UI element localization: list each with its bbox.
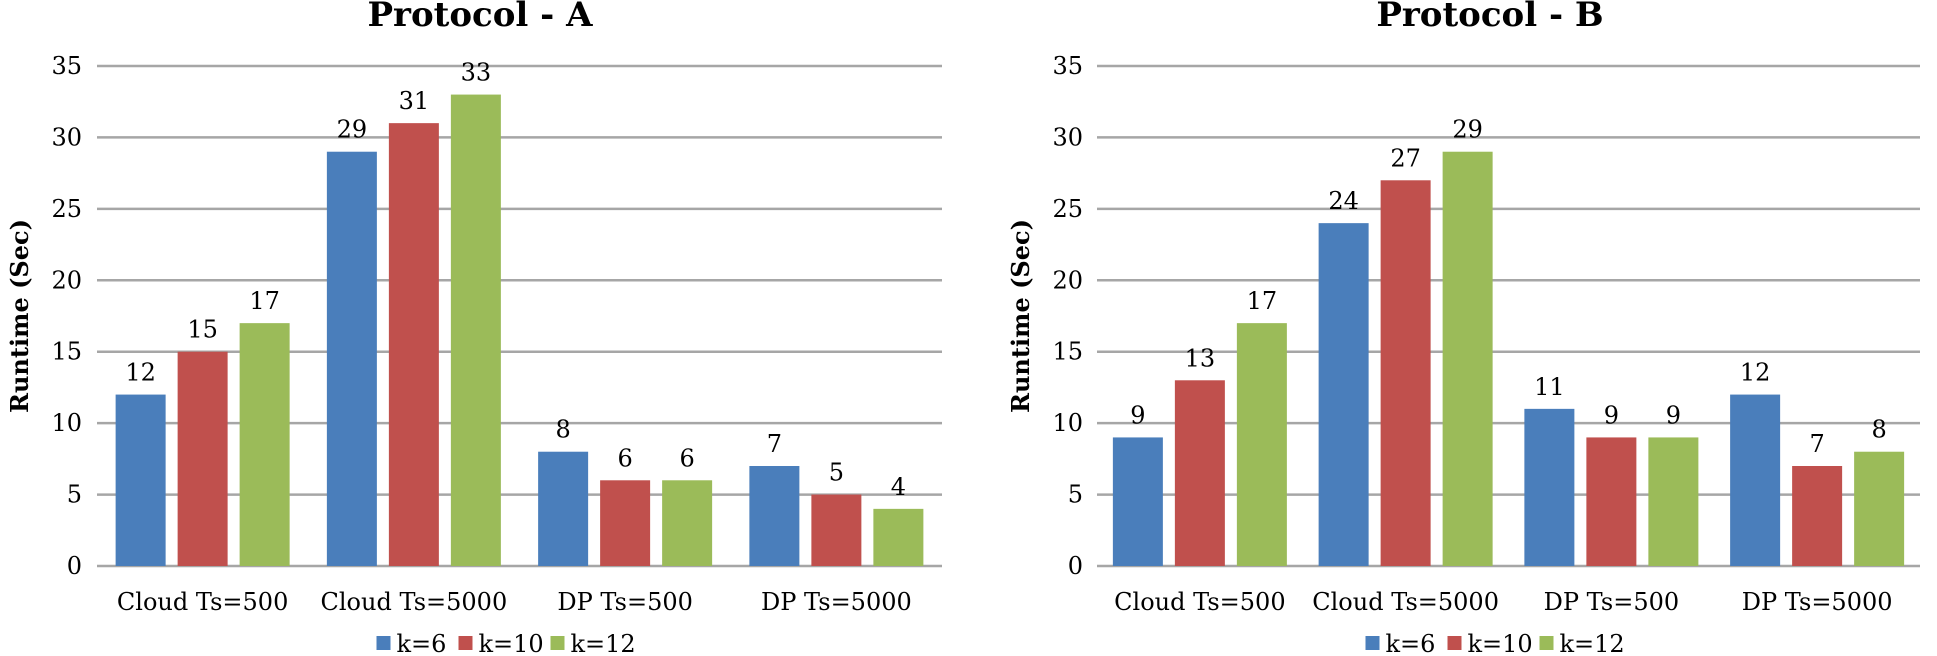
- legend-label: k=6: [1386, 630, 1436, 656]
- legend-swatch: [1365, 636, 1380, 650]
- legend-swatch: [550, 636, 565, 650]
- y-tick-label: 20: [1052, 266, 1083, 294]
- bar: [1586, 437, 1637, 566]
- x-tick-label: Cloud Ts=5000: [1312, 588, 1499, 616]
- legend-label: k=6: [397, 630, 447, 656]
- bar: [600, 480, 651, 566]
- bar: [1730, 394, 1781, 566]
- data-label: 27: [1390, 144, 1421, 172]
- data-label: 12: [1740, 359, 1771, 387]
- bar: [1442, 151, 1493, 566]
- bar: [749, 466, 800, 566]
- bar: [239, 323, 290, 566]
- data-label: 4: [891, 473, 906, 501]
- data-label: 31: [399, 87, 430, 115]
- y-tick-label: 0: [1068, 552, 1083, 580]
- x-tick-label: Cloud Ts=500: [117, 588, 288, 616]
- data-label: 24: [1328, 187, 1359, 215]
- y-tick-label: 0: [67, 552, 82, 580]
- legend-label: k=10: [1468, 630, 1533, 656]
- x-tick-label: DP Ts=5000: [1742, 588, 1893, 616]
- bar: [1174, 380, 1225, 566]
- x-tick-label: Cloud Ts=500: [1114, 588, 1285, 616]
- y-tick-label: 30: [51, 123, 82, 151]
- y-tick-label: 10: [1052, 409, 1083, 437]
- y-tick-label: 35: [51, 52, 82, 80]
- legend-swatch: [458, 636, 473, 650]
- data-label: 17: [249, 287, 280, 315]
- data-label: 33: [461, 59, 492, 87]
- bar: [1318, 223, 1369, 566]
- data-label: 11: [1534, 373, 1565, 401]
- data-label: 8: [1871, 416, 1886, 444]
- y-axis-label: Runtime (Sec): [1006, 219, 1035, 413]
- data-label: 8: [555, 416, 570, 444]
- data-label: 29: [337, 116, 368, 144]
- y-tick-label: 30: [1052, 123, 1083, 151]
- chart-title: Protocol - B: [1376, 0, 1603, 35]
- bar: [1792, 466, 1843, 566]
- data-label: 9: [1130, 401, 1145, 429]
- chart-title: Protocol - A: [367, 0, 593, 35]
- bar: [1380, 180, 1431, 567]
- x-tick-label: Cloud Ts=5000: [321, 588, 508, 616]
- legend-swatch: [1539, 636, 1554, 650]
- bar: [1112, 437, 1163, 566]
- bar: [873, 508, 924, 566]
- bar: [115, 394, 166, 566]
- bar: [1648, 437, 1699, 566]
- data-label: 12: [125, 359, 156, 387]
- data-label: 5: [829, 459, 844, 487]
- bar: [1524, 408, 1575, 566]
- data-label: 7: [1809, 430, 1824, 458]
- bar: [326, 151, 377, 566]
- data-label: 7: [767, 430, 782, 458]
- y-tick-label: 35: [1052, 52, 1083, 80]
- y-tick-label: 25: [51, 195, 82, 223]
- y-tick-label: 20: [51, 266, 82, 294]
- legend-label: k=12: [1560, 630, 1625, 656]
- y-tick-label: 5: [67, 481, 82, 509]
- y-tick-label: 25: [1052, 195, 1083, 223]
- data-label: 9: [1604, 401, 1619, 429]
- legend-swatch: [376, 636, 391, 650]
- data-label: 6: [617, 444, 632, 472]
- x-tick-label: DP Ts=500: [1544, 588, 1680, 616]
- bar: [177, 351, 228, 566]
- data-label: 6: [679, 444, 694, 472]
- chart-protocol-a: Protocol - A Runtime (Sec) 0 5 10 15 20 25 30 35 1…: [5, 0, 942, 656]
- y-tick-label: 10: [51, 409, 82, 437]
- bar: [450, 94, 501, 567]
- legend-swatch: [1447, 636, 1462, 650]
- data-label: 17: [1247, 287, 1278, 315]
- data-label: 9: [1666, 401, 1681, 429]
- data-label: 15: [187, 316, 218, 344]
- x-tick-label: DP Ts=5000: [761, 588, 912, 616]
- bar: [1854, 451, 1905, 566]
- legend-label: k=10: [479, 630, 544, 656]
- legend-label: k=12: [571, 630, 636, 656]
- bar: [538, 451, 589, 566]
- data-label: 29: [1452, 116, 1483, 144]
- y-tick-label: 15: [51, 338, 82, 366]
- y-tick-label: 15: [1052, 338, 1083, 366]
- bar: [811, 494, 862, 566]
- bar: [662, 480, 713, 566]
- x-tick-label: DP Ts=500: [557, 588, 693, 616]
- data-label: 13: [1185, 344, 1216, 372]
- y-tick-label: 5: [1068, 481, 1083, 509]
- bar: [388, 123, 439, 567]
- y-axis-label: Runtime (Sec): [5, 219, 34, 413]
- chart-protocol-b: Protocol - B Runtime (Sec) 0 5 10 15 20 25 30 35 9…: [1006, 0, 1920, 656]
- bar: [1236, 323, 1287, 566]
